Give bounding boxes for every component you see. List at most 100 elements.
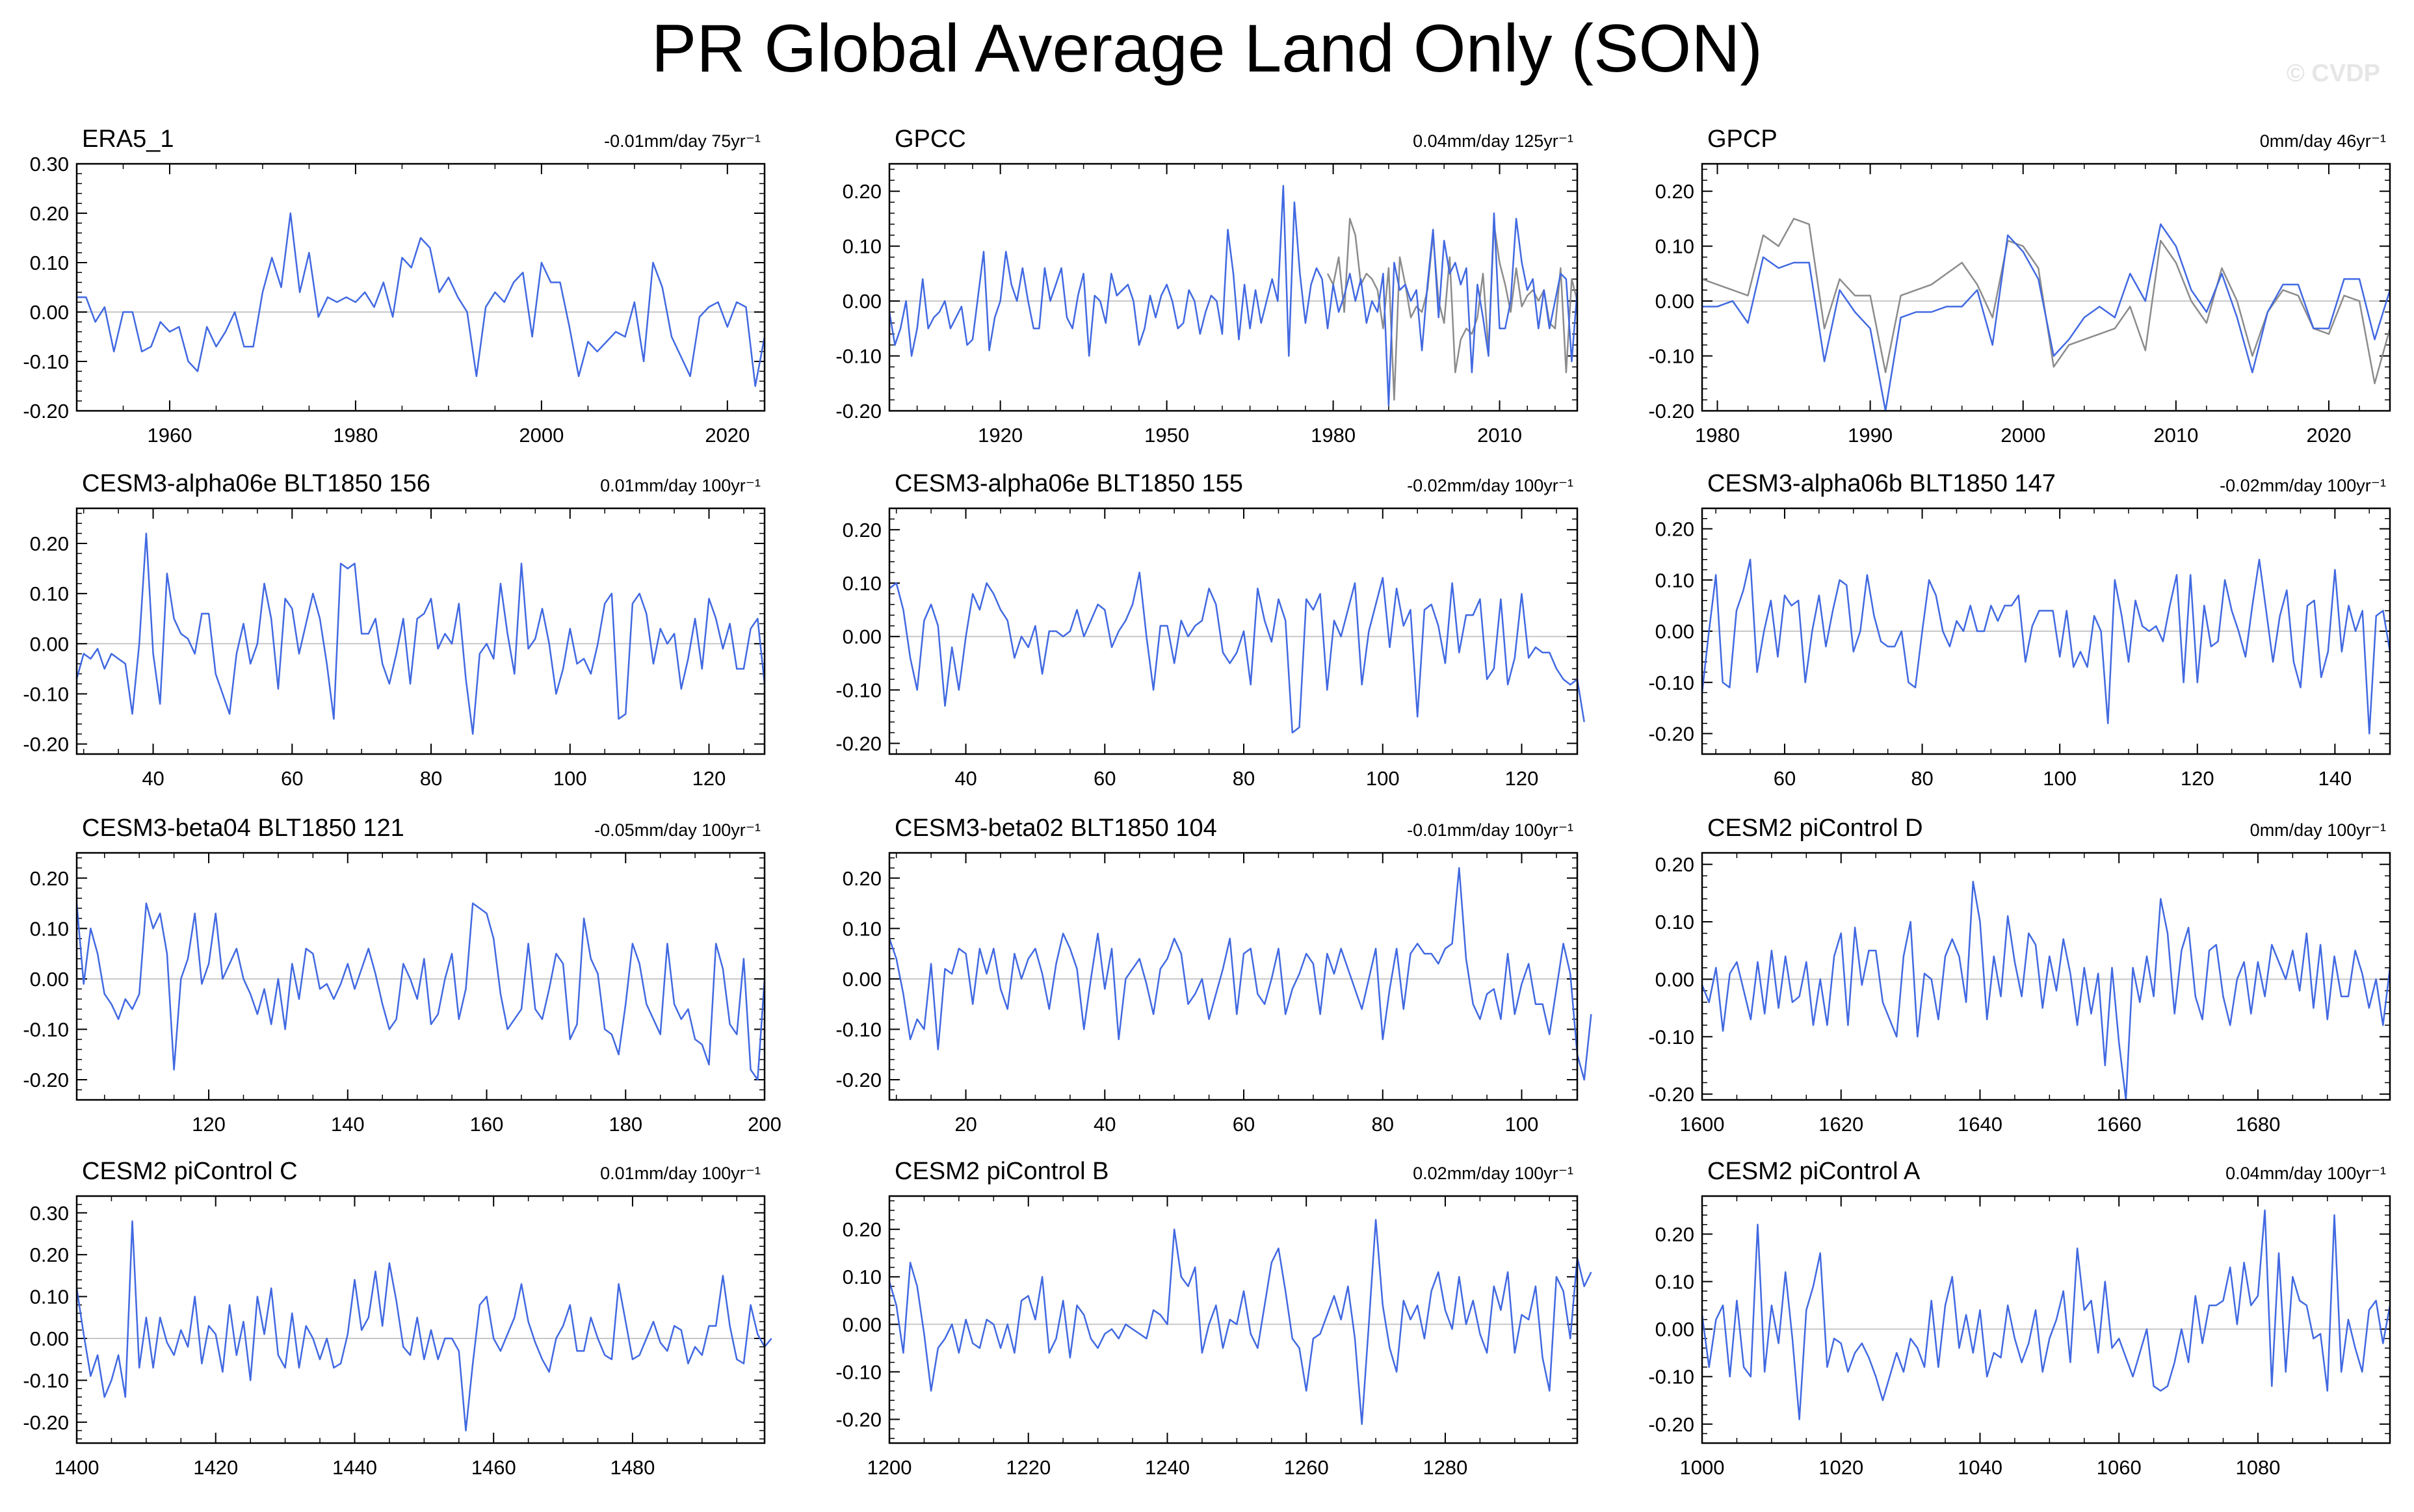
x-tick-label: 1080 xyxy=(2235,1456,2280,1479)
y-tick-label: 0.20 xyxy=(843,519,882,541)
y-tick-label: -0.10 xyxy=(23,683,69,705)
x-tick-label: 60 xyxy=(1094,767,1116,790)
plot-frame xyxy=(1701,163,2391,412)
y-tick-label: -0.10 xyxy=(835,1018,882,1041)
x-tick-label: 80 xyxy=(1233,767,1255,790)
panel-4: CESM3-alpha06e BLT1850 156 0.01mm/day 100… xyxy=(23,470,766,790)
panel-title: GPCC xyxy=(895,125,966,153)
y-tick-label: 0.20 xyxy=(30,867,69,890)
panel-11: CESM2 piControl B 0.02mm/day 100yr⁻¹ -0.20… xyxy=(835,1158,1592,1479)
panel-trend: 0.01mm/day 100yr⁻¹ xyxy=(600,1164,761,1183)
y-tick-label: 0.20 xyxy=(30,532,69,555)
x-tick-label: 100 xyxy=(1505,1113,1539,1136)
x-tick-label: 60 xyxy=(1774,767,1796,790)
y-tick-label: 0.10 xyxy=(843,572,882,595)
y-tick-label: -0.10 xyxy=(23,1018,69,1041)
y-tick-label: 0.10 xyxy=(1655,911,1694,933)
y-tick-label: -0.10 xyxy=(1648,1366,1694,1388)
y-tick-label: -0.20 xyxy=(23,733,69,756)
y-tick-label: -0.20 xyxy=(835,1069,882,1091)
panel-trend: 0.02mm/day 100yr⁻¹ xyxy=(1413,1164,1573,1183)
x-tick-label: 160 xyxy=(470,1113,504,1136)
x-tick-label: 1920 xyxy=(978,424,1023,447)
plot-frame xyxy=(1701,1195,2391,1444)
y-tick-label: 0.30 xyxy=(30,153,69,176)
y-tick-label: 0.10 xyxy=(30,1286,69,1309)
plot-frame xyxy=(888,852,1579,1101)
panel-trend: -0.01mm/day 75yr⁻¹ xyxy=(604,131,761,151)
panel-trend: 0.04mm/day 125yr⁻¹ xyxy=(1413,131,1573,151)
plot-frame xyxy=(75,1195,766,1444)
y-tick-label: -0.10 xyxy=(835,345,882,368)
plot-frame xyxy=(1701,507,2391,755)
x-tick-label: 180 xyxy=(609,1113,642,1136)
y-tick-label: -0.20 xyxy=(835,733,882,755)
y-tick-label: 0.10 xyxy=(30,252,69,274)
x-tick-label: 1040 xyxy=(1958,1456,2002,1479)
series-line xyxy=(888,867,1592,1081)
panel-trend: 0mm/day 100yr⁻¹ xyxy=(2250,820,2386,840)
y-tick-label: 0.00 xyxy=(1655,620,1694,643)
y-tick-label: -0.10 xyxy=(23,350,69,373)
y-tick-label: -0.10 xyxy=(835,679,882,701)
y-tick-label: -0.10 xyxy=(23,1369,69,1392)
plot-frame xyxy=(1701,852,2391,1101)
x-tick-label: 1440 xyxy=(332,1456,377,1479)
series-line xyxy=(888,185,1579,406)
x-tick-label: 1620 xyxy=(1818,1113,1863,1136)
y-tick-label: 0.20 xyxy=(1655,180,1694,203)
x-tick-label: 40 xyxy=(1094,1113,1116,1136)
x-tick-label: 1460 xyxy=(471,1456,516,1479)
y-tick-label: 0.20 xyxy=(843,180,882,203)
panel-trend: 0.04mm/day 100yr⁻¹ xyxy=(2225,1164,2386,1183)
panel-title: ERA5_1 xyxy=(82,125,174,153)
x-tick-label: 120 xyxy=(2181,767,2214,790)
y-tick-label: 0.10 xyxy=(1655,1271,1694,1294)
y-tick-label: -0.20 xyxy=(1648,1083,1694,1106)
y-tick-label: -0.10 xyxy=(1648,1026,1694,1049)
series-line xyxy=(1701,880,2391,1101)
y-tick-label: 0.00 xyxy=(843,968,882,991)
plot-frame xyxy=(75,507,766,755)
x-tick-label: 200 xyxy=(748,1113,781,1136)
x-tick-label: 1980 xyxy=(1311,424,1356,447)
x-tick-label: 1980 xyxy=(1695,424,1740,447)
y-tick-label: -0.20 xyxy=(1648,400,1694,423)
y-tick-label: 0.20 xyxy=(1655,518,1694,541)
plot-frame xyxy=(75,852,766,1101)
y-tick-label: 0.10 xyxy=(843,917,882,940)
x-tick-label: 1680 xyxy=(2235,1113,2280,1136)
x-tick-label: 1220 xyxy=(1006,1456,1051,1479)
y-tick-label: 0.10 xyxy=(843,235,882,258)
y-tick-label: -0.10 xyxy=(835,1361,882,1383)
panel-6: CESM3-alpha06b BLT1850 147 -0.02mm/day 10… xyxy=(1648,470,2391,790)
y-tick-label: 0.10 xyxy=(30,917,69,940)
series-line xyxy=(75,532,766,735)
x-tick-label: 40 xyxy=(142,767,164,790)
panel-2: GPCC 0.04mm/day 125yr⁻¹ -0.20 -0.10 0.00 0.10… xyxy=(835,125,1579,447)
y-tick-label: 0.20 xyxy=(1655,1223,1694,1245)
y-tick-label: -0.10 xyxy=(1648,671,1694,694)
panel-title: CESM2 piControl A xyxy=(1707,1158,1921,1185)
y-tick-label: 0.10 xyxy=(30,582,69,605)
x-tick-label: 2010 xyxy=(1477,424,1522,447)
y-tick-label: 0.10 xyxy=(843,1266,882,1288)
panel-trend: 0.01mm/day 100yr⁻¹ xyxy=(600,476,761,495)
x-tick-label: 80 xyxy=(1911,767,1933,790)
x-tick-label: 1000 xyxy=(1680,1456,1725,1479)
panel-title: CESM3-beta02 BLT1850 104 xyxy=(895,815,1217,842)
x-tick-label: 100 xyxy=(1366,767,1400,790)
y-tick-label: 0.10 xyxy=(1655,569,1694,592)
x-tick-label: 2020 xyxy=(2306,424,2351,447)
panel-trend: -0.02mm/day 100yr⁻¹ xyxy=(2220,476,2386,495)
x-tick-label: 1280 xyxy=(1423,1456,1467,1479)
plot-frame xyxy=(888,1195,1579,1444)
panel-trend: -0.01mm/day 100yr⁻¹ xyxy=(1407,820,1573,840)
y-tick-label: 0.00 xyxy=(1655,1318,1694,1341)
y-tick-label: 0.20 xyxy=(843,1218,882,1241)
y-tick-label: 0.20 xyxy=(30,1244,69,1266)
x-tick-label: 1950 xyxy=(1144,424,1189,447)
panel-3: GPCP 0mm/day 46yr⁻¹ -0.20 -0.10 0.00 0.10 0.20… xyxy=(1648,125,2391,447)
plot-frame xyxy=(888,163,1579,412)
cvdp-watermark: © CVDP xyxy=(2286,60,2380,87)
